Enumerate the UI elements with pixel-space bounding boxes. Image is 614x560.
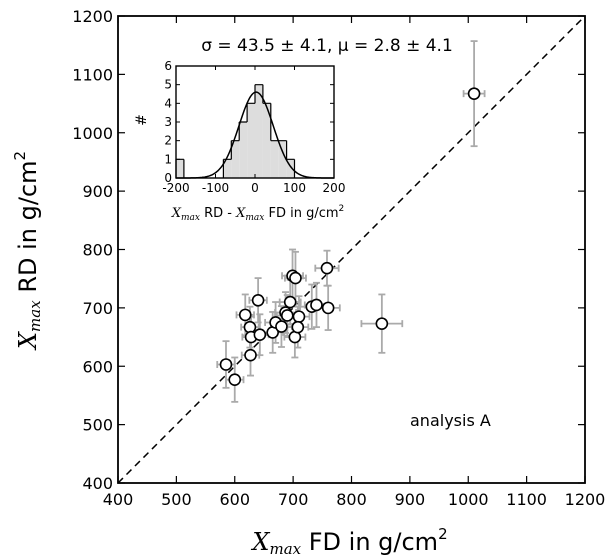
data-point	[283, 295, 297, 309]
data-point	[467, 87, 481, 100]
histogram-bar	[270, 140, 279, 178]
data-point	[375, 317, 389, 330]
inset-x-tick-label: -200	[162, 181, 189, 195]
data-point	[321, 301, 335, 315]
x-tick-label: 900	[395, 490, 426, 509]
data-point	[310, 298, 323, 312]
histogram-bar	[247, 103, 255, 178]
histogram-bar	[223, 159, 232, 178]
inset-y-tick-label: 5	[164, 78, 172, 92]
x-axis-label: Xmax FD in g/cm2	[250, 525, 447, 558]
inset-x-tick-label: -100	[202, 181, 229, 195]
y-axis-label: Xmax RD in g/cm2	[11, 151, 44, 351]
inset-y-axis-label: #	[134, 114, 150, 126]
x-tick-label: 400	[103, 490, 134, 509]
inset-y-tick-label: 2	[164, 134, 172, 148]
data-point	[289, 271, 302, 285]
inset-histogram: -200 -100 0 100 200 0 1 2 3 4 5 6	[162, 59, 345, 195]
y-tick-label: 700	[82, 299, 113, 318]
y-tick-label: 1000	[72, 124, 113, 143]
data-point	[253, 328, 267, 342]
y-tick-label: 600	[82, 357, 113, 376]
data-point	[320, 261, 334, 275]
inset-y-tick-label: 1	[164, 152, 172, 166]
inset-x-tick-label: 0	[251, 181, 259, 195]
inset-x-tick-label: 200	[323, 181, 346, 195]
histogram-bar	[278, 140, 287, 178]
x-tick-label: 800	[336, 490, 367, 509]
data-point	[228, 373, 242, 386]
data-point	[280, 309, 294, 322]
diagonal-reference-line	[117, 15, 586, 484]
inset-y-tick-label: 4	[164, 96, 172, 110]
histogram-bar	[286, 159, 295, 178]
main-plot: 400 500 600 700 800 900 1000 1100 12004005006007…	[72, 7, 605, 509]
histogram-bar	[262, 103, 271, 178]
inset-x-tick-label: 100	[283, 181, 306, 195]
inset-y-tick-label: 0	[164, 171, 172, 185]
inset-title: σ = 43.5 ± 4.1, μ = 2.8 ± 4.1	[201, 36, 453, 56]
inset-y-tick-label: 3	[164, 115, 172, 129]
histogram-bar	[176, 159, 184, 178]
y-tick-label: 400	[82, 474, 113, 493]
y-tick-label: 900	[82, 182, 113, 201]
analysis-annotation: analysis A	[410, 411, 491, 430]
y-tick-label: 1100	[72, 65, 113, 84]
histogram-bar	[255, 84, 263, 178]
y-tick-label: 500	[82, 416, 113, 435]
x-tick-label: 1000	[448, 490, 489, 509]
data-point	[238, 308, 252, 322]
data-point	[251, 293, 265, 307]
data-point	[275, 320, 288, 333]
data-point	[292, 310, 306, 323]
x-tick-label: 1100	[506, 490, 547, 509]
x-tick-label: 1200	[565, 490, 606, 509]
data-point	[244, 348, 257, 362]
inset-x-axis-label: Xmax RD - Xmax FD in g/cm2	[171, 204, 345, 223]
histogram-bar	[231, 140, 240, 178]
x-tick-label: 600	[219, 490, 250, 509]
x-tick-label: 700	[278, 490, 309, 509]
y-tick-label: 800	[82, 241, 113, 260]
data-point	[291, 320, 305, 334]
data-point	[219, 358, 233, 371]
x-tick-label: 500	[161, 490, 192, 509]
inset-y-tick-label: 6	[164, 59, 172, 73]
y-tick-label: 1200	[72, 7, 113, 26]
histogram-bar	[239, 122, 248, 178]
